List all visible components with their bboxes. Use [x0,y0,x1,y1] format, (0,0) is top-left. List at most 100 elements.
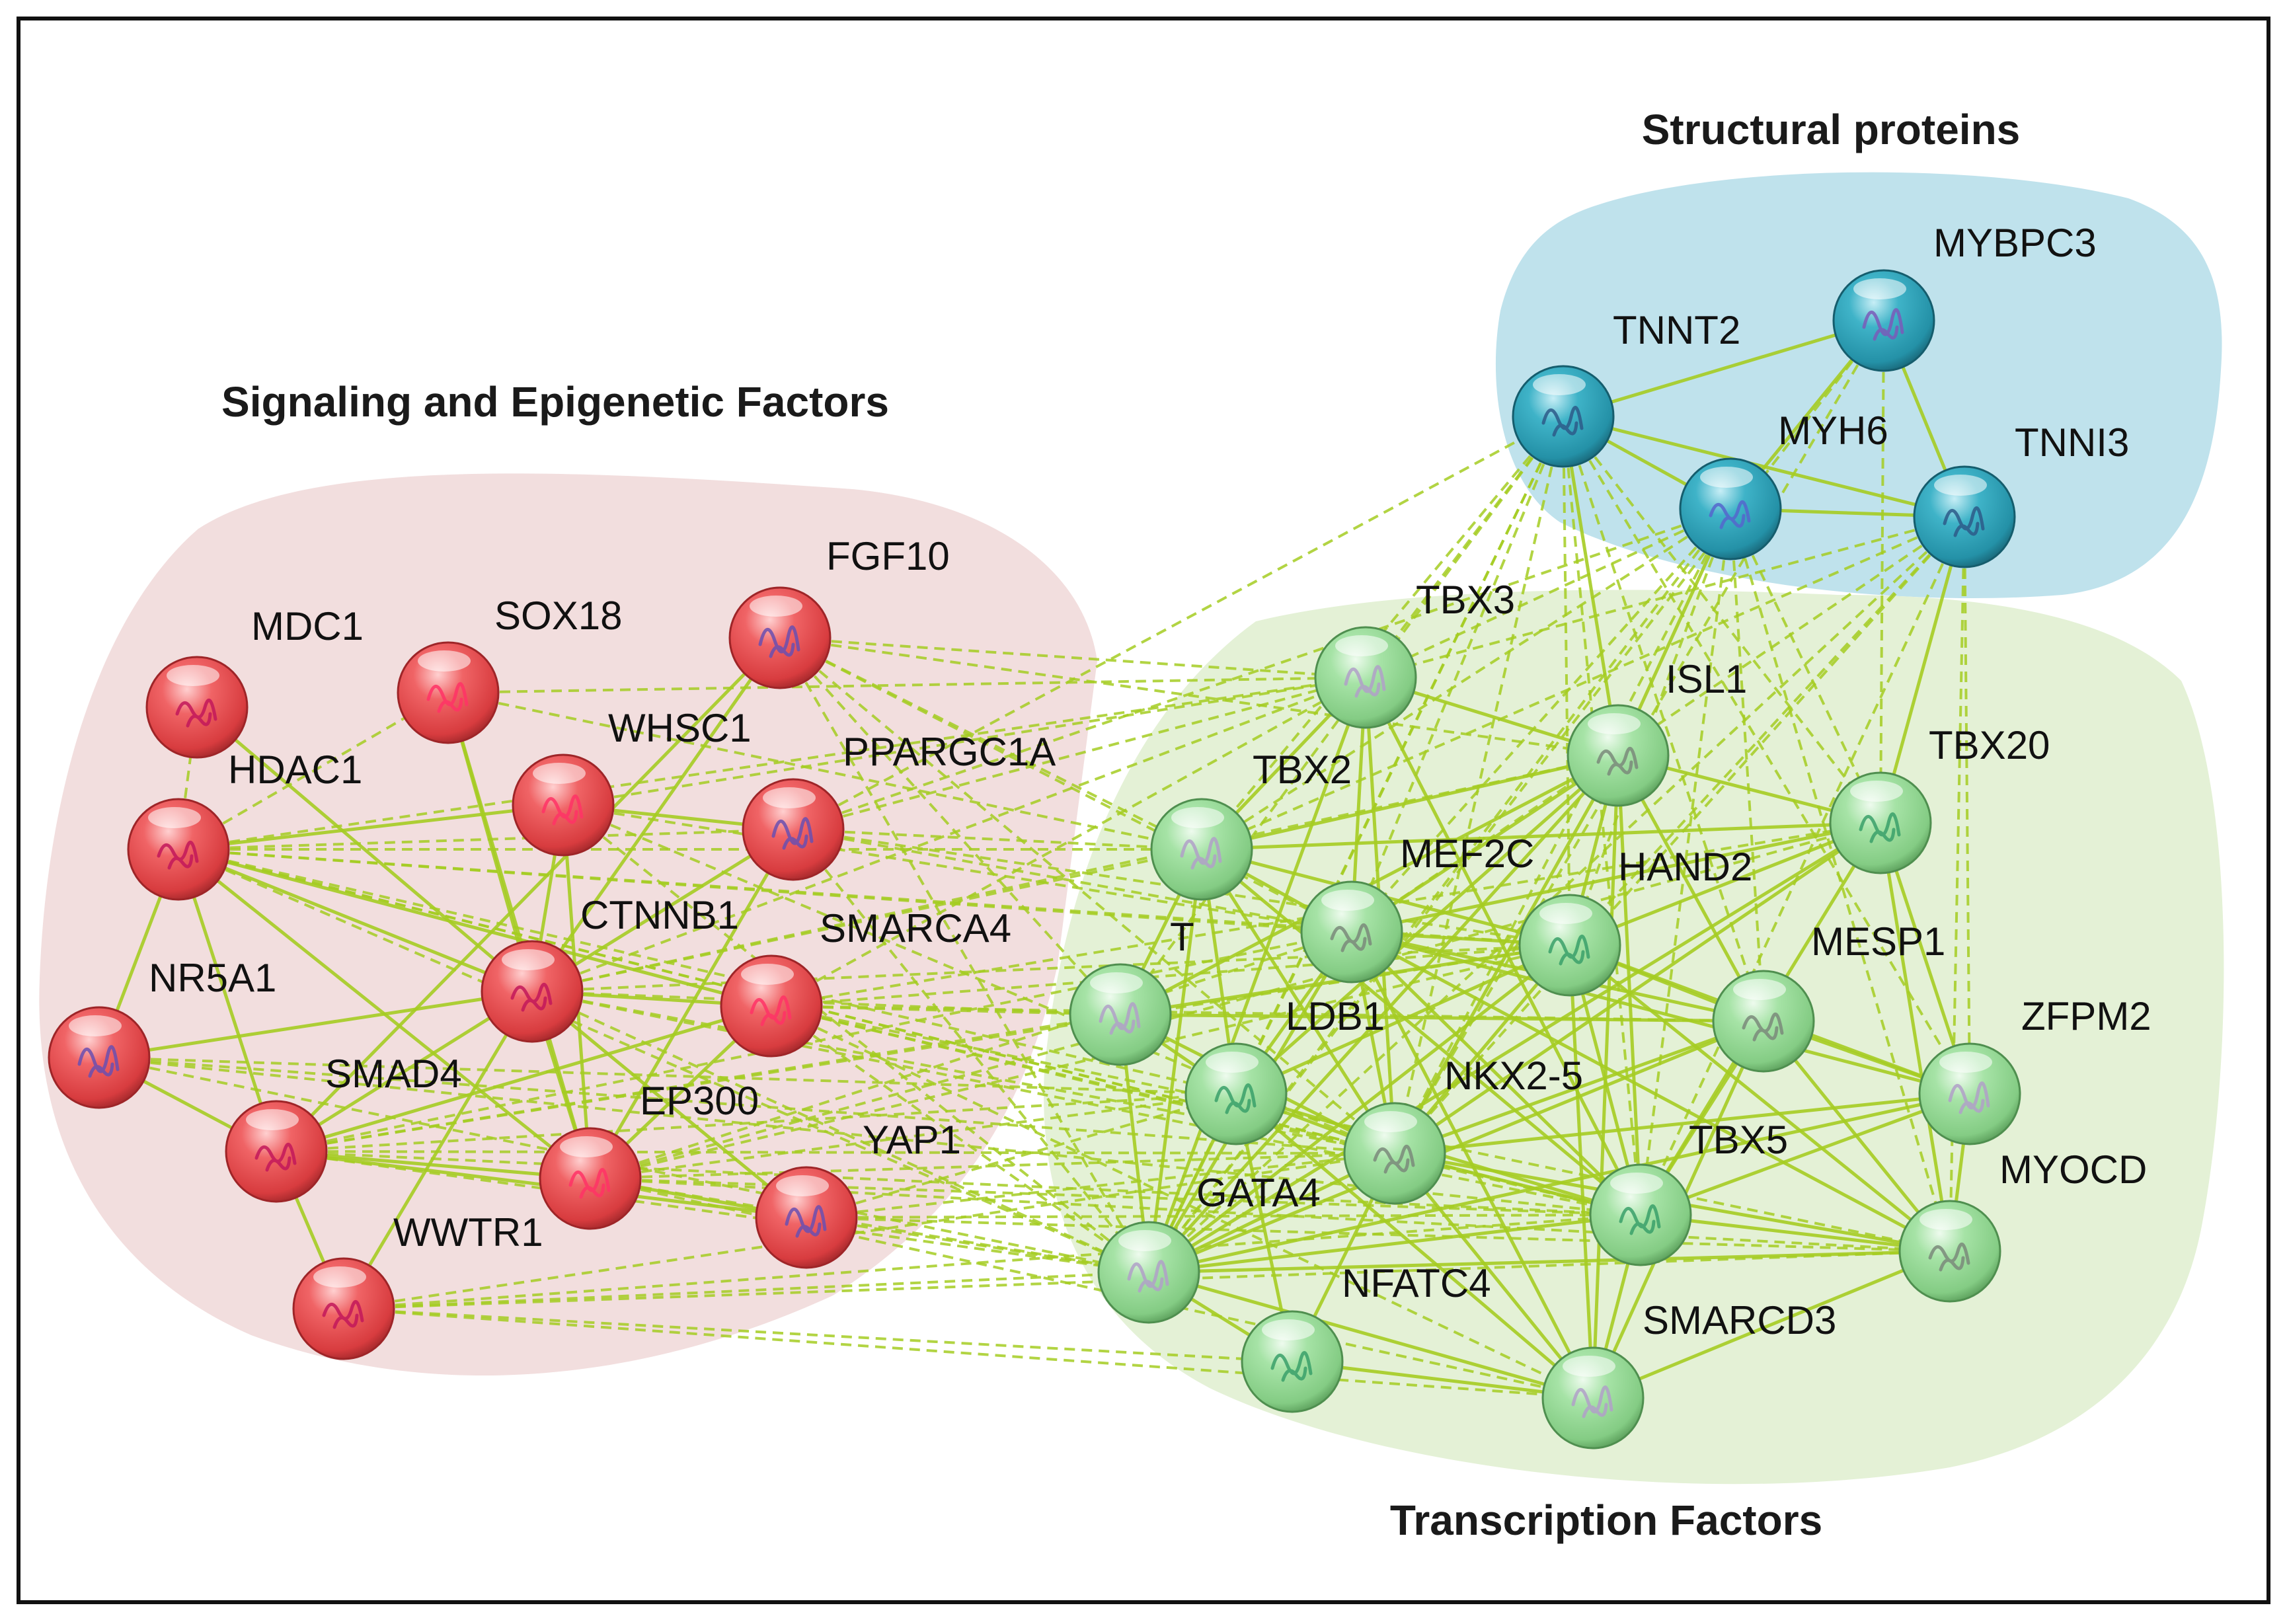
dashed-edge-PPARGC1A-MYH6 [793,508,1731,831]
node-isl1[interactable] [1567,704,1670,807]
node-whsc1[interactable] [512,754,615,857]
dashed-edge-HDAC1-GATA4 [178,848,1149,1274]
node-myh6[interactable] [1679,457,1782,561]
protein-structure-icon [771,817,814,850]
node-sphere [481,940,584,1043]
node-mef2c[interactable] [1300,880,1403,984]
dashed-edge-EP300-LDB1 [590,1093,1237,1180]
dashed-edge-FGF10-GATA4 [779,637,1150,1274]
protein-structure-icon [1330,923,1372,952]
dashed-edge-FGF10-TBX3 [779,637,1366,679]
protein-structure-icon [1742,1012,1784,1042]
node-sphere [225,1100,328,1203]
node-gata4[interactable] [1097,1221,1200,1324]
dashed-edge-HDAC1-SOX18 [177,691,449,851]
node-smad4[interactable] [225,1100,328,1203]
node-ldb1[interactable] [1184,1042,1288,1145]
node-label-smarcd3: SMARCD3 [1643,1298,1836,1342]
solid-edge-PPARGC1A-EP300 [588,828,795,1180]
node-sphere [1832,269,1935,372]
solid-edge-HDAC1-SMARCA4 [178,847,772,1008]
node-sphere [742,778,845,881]
solid-edge-CTNNB1-NR5A1 [98,989,533,1060]
node-nfatc4[interactable] [1241,1310,1344,1413]
node-mybpc3[interactable] [1832,269,1935,372]
node-label-tbx5: TBX5 [1689,1118,1788,1162]
node-sphere [145,656,249,759]
protein-structure-icon [175,698,217,728]
protein-structure-icon [1619,1204,1661,1235]
node-nkx2-5[interactable] [1343,1102,1446,1205]
node-tbx3[interactable] [1314,626,1417,729]
solid-edge-ISL1-LDB1 [1235,754,1619,1095]
node-sphere [1512,365,1615,468]
dashed-edge-SMAD4-LDB1 [276,1093,1237,1153]
node-label-myh6: MYH6 [1778,408,1888,453]
node-wwtr1[interactable] [292,1257,395,1360]
node-yap1[interactable] [755,1166,858,1269]
node-smarcd3[interactable] [1541,1346,1645,1450]
node-label-ep300: EP300 [640,1079,759,1123]
structural-group-region [1495,172,2222,599]
node-tbx5[interactable] [1589,1163,1692,1266]
solid-edge-T-MESP1 [1120,1013,1764,1023]
solid-edge-TBX20-MEF2C [1351,821,1881,934]
node-highlight [1700,467,1753,488]
dashed-edge-NR5A1-NKX2-5 [98,1056,1395,1155]
solid-edge-ISL1-TBX2 [1201,754,1619,851]
dashed-edge-WWTR1-SMARCD3 [343,1307,1594,1399]
solid-edge-TBX5-ZFPM2 [1640,1092,1970,1217]
node-sphere [1589,1163,1692,1266]
node-mesp1[interactable] [1712,970,1815,1073]
node-mdc1[interactable] [145,656,249,759]
node-myocd[interactable] [1898,1200,2001,1303]
node-highlight [313,1266,366,1288]
node-t[interactable] [1069,963,1172,1066]
solid-edge-TBX20-HAND2 [1569,821,1881,947]
node-sox18[interactable] [397,641,500,744]
node-label-t: T [1170,915,1194,959]
dashed-edge-PPARGC1A-TBX3 [793,676,1366,831]
node-label-isl1: ISL1 [1666,657,1747,701]
dashed-edge-WHSC1-NKX2-5 [562,804,1395,1155]
solid-edge-GATA4-MYOCD [1148,1249,1951,1274]
node-sphere [1184,1042,1288,1145]
node-nr5a1[interactable] [48,1006,151,1109]
solid-edge-HAND2-GATA4 [1147,944,1571,1274]
node-sphere [1913,465,2016,568]
node-highlight [246,1109,299,1130]
dashed-edge-HDAC1-HAND2 [178,848,1570,947]
protein-structure-icon [1270,1351,1313,1382]
node-fgf10[interactable] [728,586,832,689]
dashed-edge-TNNT2-ZFPM2 [1562,415,1971,1095]
solid-edge-TBX20-NKX2-5 [1393,821,1882,1155]
node-ep300[interactable] [539,1127,642,1230]
node-smarca4[interactable] [720,954,823,1058]
node-ctnnb1[interactable] [481,940,584,1043]
node-tbx2[interactable] [1150,798,1253,901]
node-tbx20[interactable] [1829,771,1932,874]
protein-structure-icon [568,1168,611,1199]
dashed-edge-YAP1-LDB1 [806,1093,1237,1219]
protein-structure-icon [322,1299,364,1329]
node-hdac1[interactable] [127,798,230,901]
dashed-edge-EP300-NKX2-5 [590,1152,1395,1180]
solid-edge-MEF2C-TBX5 [1350,931,1642,1216]
node-sphere [512,754,615,857]
node-label-whsc1: WHSC1 [608,706,752,750]
protein-structure-icon [254,1142,297,1172]
node-hand2[interactable] [1518,894,1621,997]
protein-structure-icon [1943,506,1985,537]
node-highlight [560,1136,613,1157]
dashed-edge-SMARCA4-NKX2-5 [771,1005,1395,1155]
dashed-edge-PPARGC1A-TNNT2 [793,415,1564,831]
node-ppargc1a[interactable] [742,778,845,881]
node-tnni3[interactable] [1913,465,2016,568]
node-label-mesp1: MESP1 [1811,919,1945,964]
node-tnnt2[interactable] [1512,365,1615,468]
node-label-mef2c: MEF2C [1400,831,1534,876]
node-zfpm2[interactable] [1918,1042,2021,1145]
dashed-edge-SMARCA4-HAND2 [771,944,1570,1007]
